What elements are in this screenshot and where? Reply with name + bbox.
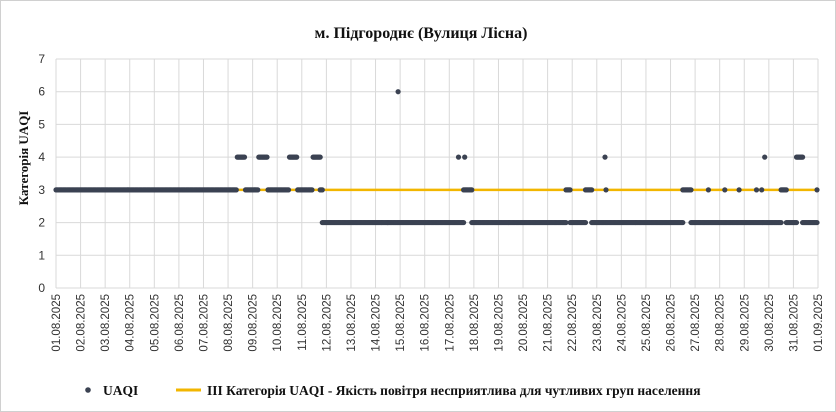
uaqi-point <box>319 187 325 193</box>
y-tick-label: 7 <box>38 52 45 66</box>
uaqi-point <box>705 187 712 193</box>
uaqi-point <box>814 187 820 193</box>
x-tick-label: 09.08.2025 <box>248 294 260 352</box>
x-tick-label: 06.08.2025 <box>174 294 186 352</box>
uaqi-point <box>759 187 765 193</box>
x-tick-label: 10.08.2025 <box>272 294 284 352</box>
legend: UAQI III Категорія UAQI - Якість повітря… <box>85 383 701 398</box>
uaqi-point <box>589 187 595 193</box>
y-tick-label: 4 <box>38 150 45 164</box>
uaqi-point <box>462 154 468 160</box>
x-tick-label: 30.08.2025 <box>764 294 776 352</box>
uaqi-point <box>455 154 462 160</box>
y-tick-label: 3 <box>38 183 45 197</box>
y-tick-label: 6 <box>38 85 45 99</box>
uaqi-point <box>602 154 608 160</box>
x-tick-label: 07.08.2025 <box>198 294 210 352</box>
uaqi-point <box>680 219 686 226</box>
uaqi-point <box>285 187 292 193</box>
x-tick-label: 22.08.2025 <box>567 294 579 352</box>
y-tick-label: 0 <box>38 281 45 295</box>
uaqi-point <box>264 154 270 160</box>
chart-title: м. Підгороднє (Вулиця Лісна) <box>315 25 528 42</box>
y-tick-label: 5 <box>38 117 45 131</box>
y-tick-label: 1 <box>38 248 45 262</box>
x-tick-label: 23.08.2025 <box>592 294 604 352</box>
x-tick-label: 26.08.2025 <box>666 294 678 352</box>
x-tick-label: 01.09.2025 <box>813 294 825 352</box>
x-tick-label: 19.08.2025 <box>493 294 505 352</box>
x-tick-label: 20.08.2025 <box>518 294 530 352</box>
uaqi-point <box>814 219 820 226</box>
x-tick-label: 21.08.2025 <box>543 294 555 352</box>
uaqi-points <box>53 89 820 226</box>
uaqi-point <box>800 154 806 160</box>
y-tick-label: 2 <box>38 216 45 230</box>
x-tick-label: 08.08.2025 <box>223 294 235 352</box>
x-tick-label: 05.08.2025 <box>149 294 161 352</box>
x-tick-label: 01.08.2025 <box>51 294 63 352</box>
uaqi-point <box>469 187 475 193</box>
y-tick-labels: 0 1 2 3 4 5 6 7 <box>38 52 45 295</box>
uaqi-point <box>762 154 768 160</box>
x-tick-label: 27.08.2025 <box>690 294 702 352</box>
uaqi-point <box>317 154 323 160</box>
x-tick-label: 25.08.2025 <box>641 294 653 352</box>
x-tick-label: 28.08.2025 <box>715 294 727 352</box>
uaqi-point <box>778 219 784 226</box>
x-tick-label: 02.08.2025 <box>76 294 88 352</box>
x-tick-label: 16.08.2025 <box>420 294 432 352</box>
x-tick-label: 14.08.2025 <box>371 294 383 352</box>
uaqi-point <box>567 187 573 193</box>
legend-uaqi-label: UAQI <box>103 383 138 398</box>
uaqi-point <box>603 187 609 193</box>
uaqi-point <box>736 187 742 193</box>
grid-lines <box>55 58 819 289</box>
x-tick-label: 18.08.2025 <box>469 294 481 352</box>
uaqi-point <box>688 187 694 193</box>
uaqi-point <box>793 219 800 226</box>
y-axis-label: Категорія UAQI <box>16 111 31 206</box>
uaqi-point <box>563 219 569 226</box>
x-tick-label: 04.08.2025 <box>125 294 137 352</box>
x-tick-label: 11.08.2025 <box>297 294 309 351</box>
uaqi-point <box>461 219 467 226</box>
uaqi-point <box>722 187 728 193</box>
uaqi-point <box>255 187 261 193</box>
uaqi-point <box>241 154 248 160</box>
uaqi-point <box>309 187 315 193</box>
uaqi-point <box>233 187 239 193</box>
legend-uaqi-marker <box>85 387 91 393</box>
uaqi-point <box>753 187 760 193</box>
uaqi-point <box>294 154 300 160</box>
uaqi-point <box>582 219 589 226</box>
x-tick-label: 17.08.2025 <box>444 294 456 352</box>
x-tick-label: 03.08.2025 <box>100 294 112 352</box>
x-tick-label: 31.08.2025 <box>788 294 800 352</box>
x-tick-label: 13.08.2025 <box>346 294 358 352</box>
uaqi-point <box>395 89 401 95</box>
x-tick-label: 29.08.2025 <box>739 294 751 352</box>
x-tick-label: 24.08.2025 <box>616 294 628 352</box>
x-tick-label: 15.08.2025 <box>395 294 407 352</box>
x-tick-label: 12.08.2025 <box>321 294 333 352</box>
legend-threshold-label: III Категорія UAQI - Якість повітря несп… <box>207 383 701 398</box>
x-tick-labels: 01.08.2025 02.08.2025 03.08.2025 04.08.2025… <box>51 294 825 352</box>
uaqi-point <box>783 187 789 193</box>
